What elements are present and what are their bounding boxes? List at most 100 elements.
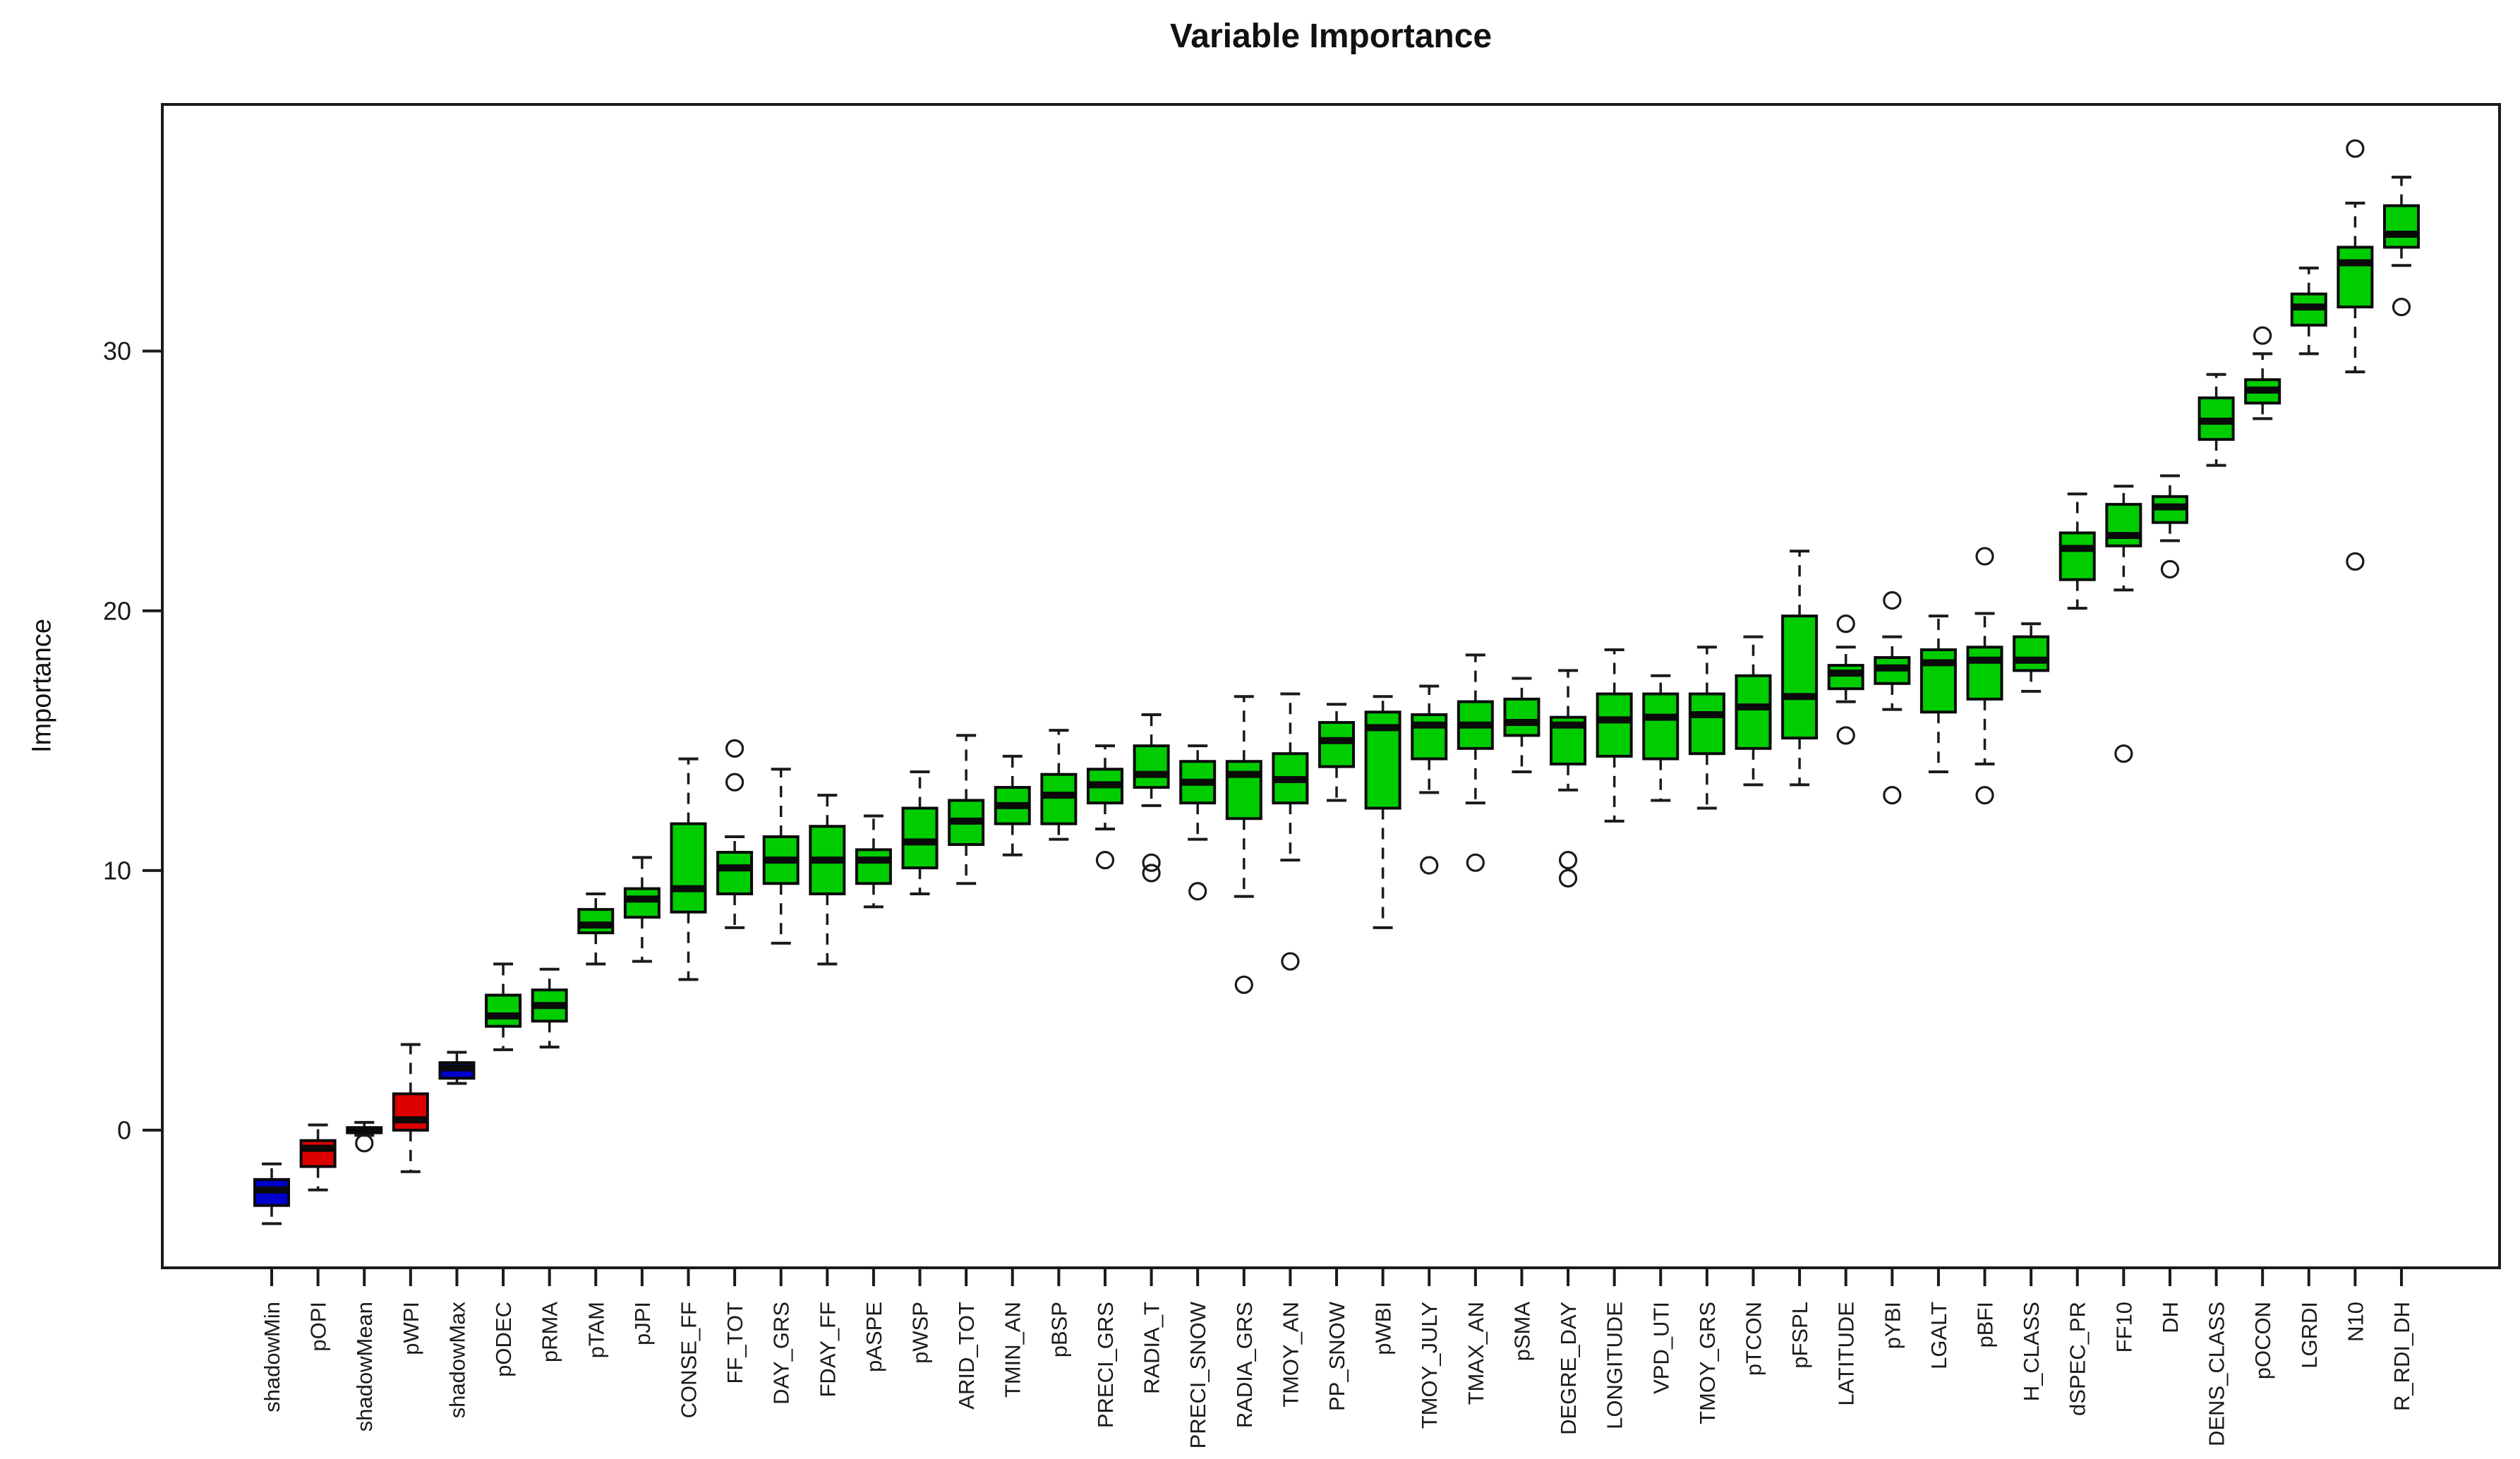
outlier-point	[1142, 853, 1161, 872]
iqr-box	[392, 1092, 429, 1132]
boxplot-pODEC: pODEC	[485, 962, 522, 1377]
x-axis-label: R_RDI_DH	[2389, 1302, 2414, 1411]
x-axis-label: TMIN_AN	[1001, 1302, 1025, 1398]
iqr-box	[1919, 648, 1957, 714]
boxplot-VPD_UTI: VPD_UTI	[1642, 674, 1680, 1394]
iqr-box	[1966, 646, 2003, 701]
x-axis-label: DH	[2158, 1302, 2183, 1333]
boxplot-pASPE: pASPE	[855, 814, 892, 1372]
iqr-box	[1503, 697, 1541, 737]
boxplot-DEGRE_DAY: DEGRE_DAY	[1550, 669, 1587, 1435]
outlier-point	[1836, 615, 1855, 634]
boxplot-PRECI_GRS: PRECI_GRS	[1086, 744, 1123, 1428]
x-axis-label: pWBI	[1371, 1302, 1396, 1355]
x-axis-label: shadowMax	[445, 1302, 469, 1419]
y-tick-label: 30	[103, 337, 131, 365]
iqr-box	[901, 806, 939, 870]
x-axis-label: PRECI_GRS	[1093, 1302, 1118, 1428]
iqr-box	[2105, 502, 2142, 547]
boxplot-pFSPL: pFSPL	[1781, 550, 1819, 1369]
boxplot-TMIN_AN: TMIN_AN	[994, 754, 1031, 1398]
iqr-box	[1781, 615, 1819, 740]
boxplot-pSMA: pSMA	[1503, 677, 1541, 1362]
x-axis-label: TMAX_AN	[1464, 1302, 1488, 1405]
x-axis-label: LGRDI	[2297, 1302, 2322, 1369]
iqr-box	[1411, 713, 1448, 761]
x-axis-label: LGALT	[1927, 1302, 1951, 1369]
iqr-box	[2013, 635, 2050, 672]
boxplot-pTCON: pTCON	[1735, 635, 1772, 1376]
outlier-point	[1975, 547, 1994, 566]
x-axis-label: pTCON	[1741, 1302, 1766, 1376]
y-tick-label: 10	[103, 856, 131, 885]
iqr-box	[670, 822, 707, 914]
iqr-box	[855, 848, 892, 885]
boxplot-DH: DH	[2151, 474, 2188, 1333]
x-axis-label: pSMA	[1509, 1302, 1534, 1362]
boxplot-pOPI: pOPI	[299, 1123, 337, 1352]
boxplot-shadowMax: shadowMax	[438, 1051, 476, 1419]
x-axis-label: H_CLASS	[2019, 1302, 2044, 1401]
x-axis-label: pODEC	[491, 1302, 516, 1377]
iqr-box	[623, 887, 661, 919]
x-axis-label: TMOY_AN	[1278, 1302, 1303, 1407]
boxplot-pWSP: pWSP	[901, 770, 939, 1364]
boxplot-LONGITUDE: LONGITUDE	[1596, 648, 1633, 1429]
x-axis-label: TMOY_JULY	[1417, 1302, 1442, 1429]
boxplot-DENS_CLASS: DENS_CLASS	[2198, 373, 2235, 1446]
outlier-point	[1558, 851, 1578, 870]
outlier-point	[1234, 975, 1253, 994]
outlier-point	[355, 1134, 374, 1153]
x-axis-label: pJPI	[630, 1302, 655, 1345]
boxplot-LGRDI: LGRDI	[2290, 266, 2327, 1369]
x-axis-label: shadowMean	[352, 1302, 377, 1431]
boxplot-R_RDI_DH: R_RDI_DH	[2383, 176, 2420, 1411]
boxplot-TMOY_GRS: TMOY_GRS	[1688, 646, 1725, 1424]
x-axis-label: ARID_TOT	[954, 1302, 979, 1410]
boxplot-pWPI: pWPI	[392, 1043, 429, 1355]
iqr-box	[2383, 204, 2420, 249]
x-axis-label: FF_TOT	[723, 1302, 747, 1384]
x-axis-label: dSPEC_PR	[2066, 1302, 2090, 1416]
iqr-box	[1642, 692, 1680, 761]
iqr-box	[299, 1139, 337, 1168]
iqr-box	[1735, 674, 1772, 750]
iqr-box	[485, 993, 522, 1028]
y-tick-label: 20	[103, 596, 131, 625]
boxplot-RADIA_T: RADIA_T	[1133, 713, 1170, 1394]
outlier-point	[1095, 851, 1115, 870]
x-axis-label: pRMA	[538, 1302, 562, 1362]
iqr-box	[577, 908, 615, 935]
boxplot-pJPI: pJPI	[623, 856, 661, 1345]
x-axis-label: FF10	[2111, 1302, 2136, 1352]
iqr-box	[1688, 692, 1725, 756]
boxplot-N10: N10	[2337, 139, 2374, 1342]
boxplot-shadowMean: shadowMean	[346, 1120, 383, 1431]
boxplot-CONSE_FF: CONSE_FF	[670, 757, 707, 1418]
x-axis-label: DENS_CLASS	[2205, 1302, 2229, 1446]
boxplot-pWBI: pWBI	[1364, 695, 1401, 1355]
boxplot-pTAM: pTAM	[577, 892, 615, 1358]
outlier-point	[725, 773, 744, 792]
x-axis-label: pWSP	[908, 1302, 933, 1364]
boxplot-shadowMin: shadowMin	[253, 1162, 290, 1412]
x-axis-label: pASPE	[862, 1302, 886, 1372]
boxplot-ARID_TOT: ARID_TOT	[948, 734, 985, 1410]
outlier-point	[1466, 853, 1485, 872]
x-axis-label: TMOY_GRS	[1695, 1302, 1720, 1424]
x-axis-label: PRECI_SNOW	[1186, 1301, 1210, 1448]
outlier-point	[1883, 785, 1902, 805]
boxplot-pBFI: pBFI	[1966, 547, 2003, 1348]
x-axis-label: pBFI	[1973, 1302, 1998, 1348]
iqr-box	[716, 851, 754, 895]
boxplot-H_CLASS: H_CLASS	[2013, 622, 2050, 1401]
x-axis-label: CONSE_FF	[676, 1302, 701, 1418]
x-axis-label: LATITUDE	[1834, 1302, 1859, 1406]
boxplot-FF_TOT: FF_TOT	[716, 739, 754, 1384]
x-axis-label: pBSP	[1047, 1302, 1071, 1357]
boxplot-pOCON: pOCON	[2244, 326, 2281, 1379]
outlier-point	[2253, 326, 2272, 345]
outlier-point	[2160, 559, 2180, 579]
outlier-point	[1836, 726, 1855, 745]
